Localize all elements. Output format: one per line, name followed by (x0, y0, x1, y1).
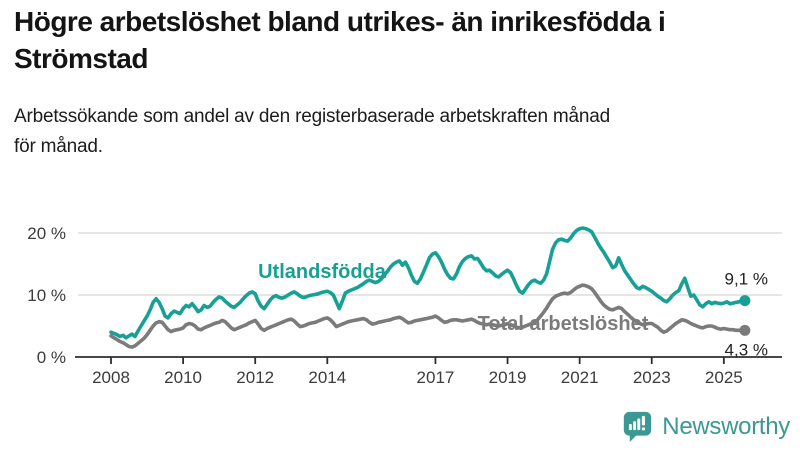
x-axis: 2008 2010 2012 2014 2017 2019 2021 2023 2025 (75, 356, 782, 387)
x-tick-label: 2021 (561, 368, 599, 387)
y-tick-label: 10 % (27, 286, 66, 305)
x-tick-label: 2017 (417, 368, 455, 387)
series-end-value-label: 9,1 % (725, 270, 768, 289)
x-tick-label: 2014 (308, 368, 346, 387)
newsworthy-wordmark: Newsworthy (662, 412, 790, 440)
gridlines (78, 232, 782, 296)
chart-title: Högre arbetslöshet bland utrikes- än inr… (14, 6, 666, 74)
chart-header: Högre arbetslöshet bland utrikes- än inr… (14, 4, 788, 163)
series-line-total (109, 283, 747, 349)
bar-chart-bubble-icon (624, 411, 652, 442)
newsworthy-logo: Newsworthy (622, 410, 790, 443)
series-name-label: Utlandsfödda (258, 261, 387, 283)
series-end-dot (739, 295, 751, 307)
x-tick-label: 2019 (489, 368, 527, 387)
x-tick-label: 2008 (92, 368, 130, 387)
series-name-label: Total arbetslöshet (478, 313, 649, 335)
series-end-dot (739, 324, 751, 336)
x-tick-label: 2012 (236, 368, 274, 387)
y-tick-label: 0 % (37, 348, 66, 367)
y-axis-labels: 0 % 10 % 20 % (27, 224, 66, 367)
y-tick-label: 20 % (27, 224, 66, 243)
x-tick-label: 2025 (705, 368, 743, 387)
x-tick-label: 2010 (164, 368, 202, 387)
series-line-utlandsfodda (109, 226, 747, 340)
chart-subtitle: Arbetssökande som andel av den registerb… (14, 105, 611, 158)
x-tick-label: 2023 (633, 368, 671, 387)
series-end-value-label: 4,3 % (725, 340, 768, 359)
